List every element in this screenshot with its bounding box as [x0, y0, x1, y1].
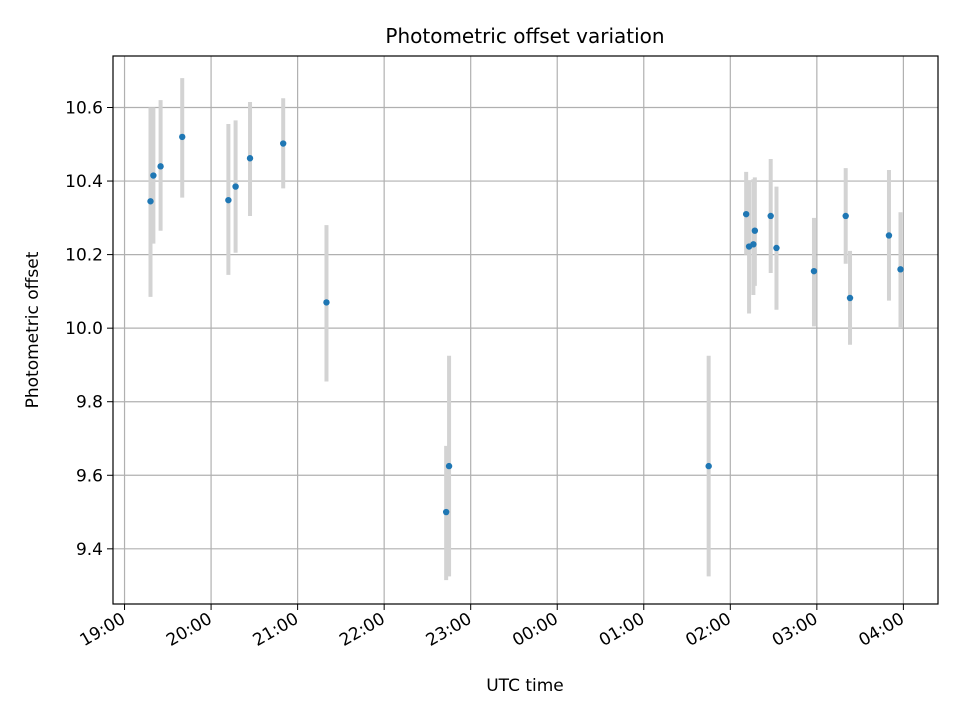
plot-area: [147, 78, 904, 581]
y-tick-label: 10.0: [65, 319, 103, 339]
plot-frame: [112, 55, 939, 605]
data-point: [147, 198, 154, 205]
data-point: [742, 210, 750, 218]
y-axis-title: Photometric offset: [23, 251, 43, 408]
y-tick-label: 9.8: [76, 393, 103, 413]
data-point: [897, 266, 904, 273]
data-point: [842, 212, 849, 220]
data-point: [445, 462, 453, 470]
data-point: [751, 227, 759, 234]
chart-title: Photometric offset variation: [385, 24, 664, 48]
y-tick-label: 9.6: [76, 466, 103, 486]
data-point: [810, 267, 818, 275]
y-tick-label: 10.6: [65, 98, 103, 118]
data-point: [750, 241, 757, 248]
data-point: [846, 294, 854, 302]
y-tick-label: 10.2: [65, 246, 103, 266]
data-point: [323, 299, 330, 306]
data-point: [232, 183, 239, 190]
data-point: [246, 155, 254, 162]
data-point: [885, 232, 893, 239]
data-point: [225, 196, 232, 204]
x-axis-title: UTC time: [486, 676, 564, 696]
y-tick-label: 10.4: [65, 172, 103, 192]
data-point: [150, 172, 157, 179]
data-point: [442, 508, 450, 516]
data-point: [157, 163, 164, 170]
y-tick-label: 9.4: [76, 540, 103, 560]
data-point: [279, 140, 287, 147]
data-point: [767, 212, 774, 220]
data-point: [179, 133, 186, 141]
data-point: [705, 462, 712, 470]
data-point: [773, 244, 780, 252]
